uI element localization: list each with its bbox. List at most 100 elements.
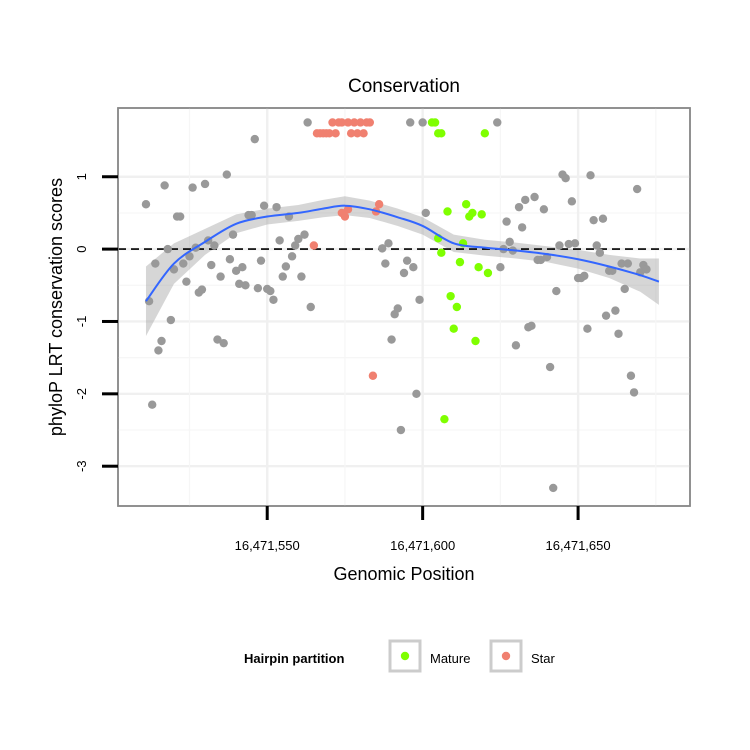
point-star (343, 118, 353, 127)
y-tick-label: -1 (74, 316, 89, 328)
point-mature (471, 336, 480, 346)
point-star (359, 129, 368, 138)
point-other (396, 425, 406, 435)
point-other (275, 236, 284, 245)
legend-dot-mature (400, 651, 410, 661)
plot-panel (117, 107, 691, 507)
point-other (415, 295, 424, 304)
x-tick-label: 16,471,600 (390, 538, 455, 553)
point-other (222, 170, 232, 179)
legend-title: Hairpin partition (244, 651, 344, 666)
point-other (412, 389, 421, 399)
point-star (343, 205, 353, 214)
point-other (409, 263, 418, 272)
point-mature (440, 414, 449, 424)
point-star (309, 241, 319, 250)
x-axis-label: Genomic Position (333, 564, 474, 584)
point-other (147, 400, 157, 409)
point-other (567, 197, 577, 206)
point-other (521, 195, 530, 205)
y-axis: -3 -2 -1 0 1 (74, 173, 118, 472)
point-star (350, 118, 359, 127)
point-other (601, 311, 611, 320)
point-other (555, 241, 564, 250)
point-mature (446, 291, 455, 301)
legend-key-mature (388, 639, 422, 673)
smooth-fit-curve (145, 204, 660, 302)
point-other (570, 239, 580, 248)
point-other (269, 295, 278, 304)
point-other (620, 284, 629, 294)
point-other (300, 230, 309, 239)
point-other (517, 223, 527, 232)
confidence-ribbon-layer (145, 196, 659, 336)
point-mature (468, 208, 477, 218)
point-other (592, 241, 601, 250)
point-star (340, 212, 350, 221)
point-other (421, 208, 430, 218)
point-mature (437, 129, 446, 138)
point-star (331, 129, 340, 138)
legend-label-mature: Mature (430, 651, 470, 666)
point-other (200, 179, 210, 189)
point-other (564, 239, 573, 249)
point-other (259, 201, 269, 210)
point-other (197, 285, 207, 294)
point-other (238, 263, 247, 272)
point-other (399, 268, 409, 278)
point-other (561, 173, 570, 183)
point-other (185, 252, 194, 261)
point-other (166, 315, 176, 325)
point-other (496, 263, 505, 272)
point-other (266, 286, 275, 296)
point-other (549, 483, 558, 493)
plot-background (117, 107, 691, 507)
point-mature (480, 129, 490, 138)
point-other (623, 259, 633, 268)
point-other (629, 388, 639, 397)
legend-label-star: Star (531, 651, 556, 666)
point-other (530, 192, 539, 202)
point-other (586, 171, 595, 180)
point-other (272, 202, 281, 212)
point-other (642, 265, 651, 274)
point-other (213, 335, 222, 344)
point-other (381, 259, 390, 268)
point-mature (455, 257, 465, 267)
point-other (231, 266, 241, 276)
point-other (225, 255, 235, 264)
point-other (514, 202, 524, 212)
point-other (290, 241, 300, 250)
legend: Hairpin partition Mature Star (244, 639, 556, 673)
point-other (228, 230, 238, 239)
point-other (598, 214, 608, 223)
x-tick-label: 16,471,650 (546, 538, 611, 553)
chart-title: Conservation (348, 76, 460, 97)
point-other (157, 336, 166, 346)
point-other (163, 244, 172, 254)
gridlines (118, 108, 690, 506)
point-other (505, 237, 514, 247)
point-other (247, 210, 256, 220)
smooth-curve-layer (145, 204, 660, 302)
point-other (253, 283, 263, 293)
point-star (353, 129, 362, 138)
point-other (378, 244, 387, 253)
legend-entry-star: Star (489, 639, 556, 673)
x-axis: 16,471,550 16,471,600 16,471,650 (235, 506, 611, 553)
point-other (241, 281, 250, 290)
y-tick-label: 0 (74, 245, 89, 252)
point-other (493, 118, 502, 127)
point-star (365, 118, 375, 127)
point-star (328, 118, 337, 127)
point-mature (430, 118, 440, 127)
point-other (182, 277, 191, 286)
point-other (617, 259, 626, 268)
plot-border (117, 107, 691, 507)
y-tick-label: -2 (74, 388, 89, 400)
point-star (368, 371, 378, 380)
point-other (580, 271, 589, 281)
point-other (303, 118, 312, 127)
point-other (406, 118, 415, 127)
